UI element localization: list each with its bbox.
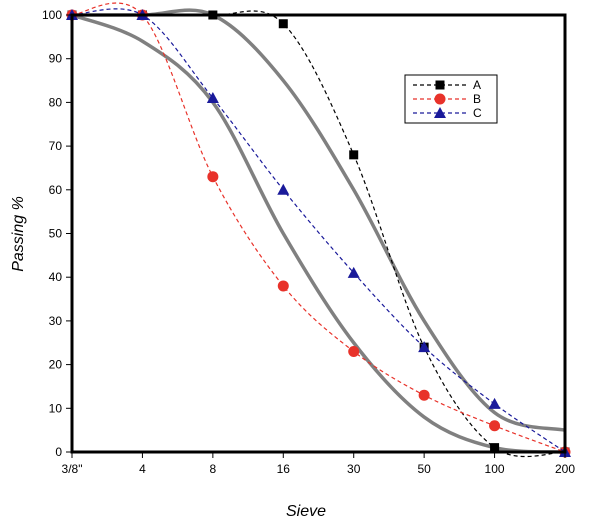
series-C-point-3 bbox=[277, 183, 290, 195]
series-C-point-4 bbox=[347, 266, 360, 278]
y-tick-label: 100 bbox=[42, 8, 62, 22]
x-tick-label: 100 bbox=[485, 462, 505, 476]
y-tick-label: 80 bbox=[49, 95, 63, 109]
series-B-point-5 bbox=[418, 389, 430, 401]
y-tick-label: 30 bbox=[49, 314, 63, 328]
x-tick-label: 3/8" bbox=[62, 462, 83, 476]
legend-marker bbox=[435, 80, 445, 90]
legend-label: B bbox=[473, 92, 481, 106]
legend-item-C: C bbox=[413, 106, 482, 120]
series-C-point-6 bbox=[488, 397, 501, 409]
series-B bbox=[66, 2, 571, 458]
series-B-point-6 bbox=[489, 420, 501, 432]
series-B-point-4 bbox=[348, 345, 360, 357]
y-tick-label: 20 bbox=[49, 358, 63, 372]
legend-marker bbox=[434, 93, 446, 105]
y-tick-label: 0 bbox=[55, 445, 62, 459]
series-A-point-4 bbox=[349, 150, 359, 160]
y-tick-label: 40 bbox=[49, 270, 63, 284]
series-B-point-2 bbox=[207, 171, 219, 183]
series-A-point-3 bbox=[278, 19, 288, 29]
y-tick-label: 10 bbox=[49, 401, 63, 415]
y-tick-label: 70 bbox=[49, 139, 63, 153]
legend: ABC bbox=[404, 74, 498, 124]
x-tick-label: 4 bbox=[139, 462, 146, 476]
series-C-point-5 bbox=[418, 341, 431, 353]
series-C-point-2 bbox=[206, 92, 219, 104]
y-tick-label: 50 bbox=[49, 227, 63, 241]
series-A-point-6 bbox=[490, 443, 500, 453]
legend-label: A bbox=[473, 78, 481, 92]
legend-label: C bbox=[473, 106, 482, 120]
series-layer bbox=[66, 2, 571, 458]
x-tick-label: 16 bbox=[277, 462, 291, 476]
y-axis-title: Passing % bbox=[10, 196, 27, 272]
envelope-lower-line bbox=[71, 13, 566, 454]
y-tick-label: 60 bbox=[49, 183, 63, 197]
series-B-point-3 bbox=[277, 280, 289, 292]
y-tick-label: 90 bbox=[49, 52, 63, 66]
axis-layer: 0 10 20 30 40 50 60 70 80 90 100 3/8" 4 8 16 30 50 100 200 bbox=[42, 8, 575, 476]
x-axis-title: Sieve bbox=[286, 503, 326, 520]
series-A-line bbox=[72, 10, 566, 458]
legend-item-B: B bbox=[413, 92, 481, 106]
series-C-line bbox=[71, 8, 566, 453]
x-tick-label: 50 bbox=[417, 462, 431, 476]
legend-item-A: A bbox=[413, 78, 481, 92]
x-tick-label: 200 bbox=[555, 462, 575, 476]
series-B-line bbox=[71, 2, 566, 453]
x-tick-label: 30 bbox=[347, 462, 361, 476]
envelope-upper-line bbox=[72, 8, 566, 432]
legend-marker bbox=[434, 107, 446, 118]
envelope-layer bbox=[71, 8, 566, 454]
x-tick-label: 8 bbox=[210, 462, 217, 476]
